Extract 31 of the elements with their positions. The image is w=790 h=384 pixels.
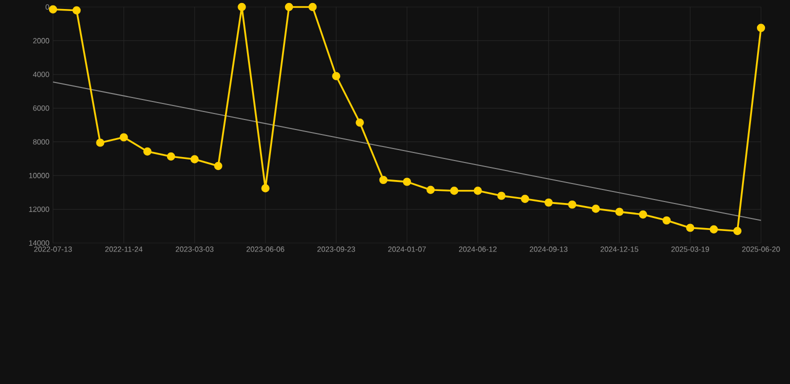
point: [686, 224, 694, 232]
point: [733, 226, 742, 236]
point: [190, 155, 199, 164]
point: [520, 194, 530, 203]
point: [72, 6, 81, 14]
point: [308, 2, 317, 12]
point: [96, 138, 104, 147]
point: [756, 24, 766, 32]
point: [379, 176, 388, 184]
point: [544, 198, 553, 207]
point: [426, 186, 435, 194]
point: [450, 186, 458, 195]
point: [143, 147, 152, 156]
point: [332, 72, 340, 80]
point: [474, 186, 482, 195]
point: [120, 133, 128, 142]
point: [568, 200, 576, 209]
point: [662, 216, 671, 225]
point: [710, 225, 718, 234]
point: [497, 192, 506, 200]
point: [48, 5, 58, 14]
point: [402, 178, 412, 186]
point: [592, 204, 600, 213]
point: [284, 2, 294, 12]
point: [261, 184, 270, 192]
point: [214, 162, 222, 170]
point: [356, 118, 364, 127]
point: [166, 152, 176, 161]
point: [238, 2, 246, 12]
point: [615, 208, 624, 216]
point: [638, 210, 648, 219]
